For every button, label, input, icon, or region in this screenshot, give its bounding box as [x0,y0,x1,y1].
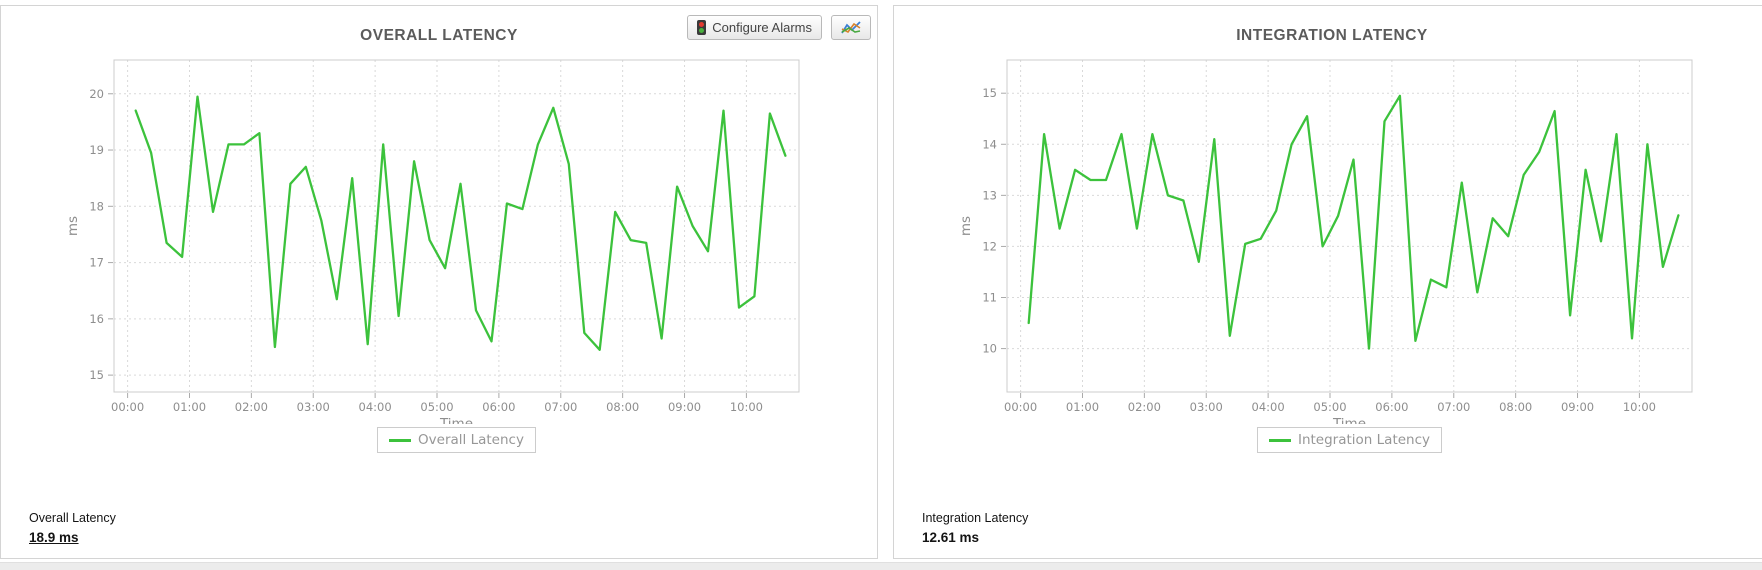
summary-integration-latency: Integration Latency 12.61 ms [922,511,1028,545]
svg-text:09:00: 09:00 [668,400,701,414]
area-chart-icon [841,21,861,34]
legend-line-swatch [1268,438,1291,442]
page-title-integration-latency: INTEGRATION LATENCY [1236,27,1428,44]
svg-text:15: 15 [982,86,997,100]
integration-latency-chart: 10 11 12 13 14 15 00:00 01:00 02:00 03:00 04:00 05:… [958,59,1693,424]
summary-label: Overall Latency [29,511,116,525]
svg-text:13: 13 [982,188,997,202]
svg-text:08:00: 08:00 [1499,400,1532,414]
legend-row: Overall Latency [114,427,799,453]
svg-text:14: 14 [982,137,997,151]
summary-value-link[interactable]: 12.61 ms [922,530,980,545]
legend-overall-latency: Overall Latency [377,427,536,453]
dashboard-row: Configure Alarms OVERALL LATENCY 15 16 17 1… [0,5,1762,559]
overall-latency-chart: 15 16 17 18 19 20 00:00 01:00 02:00 03:00 04:00 05:… [65,59,800,424]
integration-latency-panel: INTEGRATION LATENCY 10 11 12 13 14 15 00:00 01:… [893,5,1762,559]
svg-text:06:00: 06:00 [482,400,515,414]
svg-text:00:00: 00:00 [111,400,144,414]
traffic-light-icon [697,20,707,35]
configure-alarms-label: Configure Alarms [712,20,812,35]
svg-text:04:00: 04:00 [359,400,392,414]
svg-text:07:00: 07:00 [544,400,577,414]
configure-alarms-button[interactable]: Configure Alarms [687,15,822,40]
svg-text:12: 12 [982,239,997,253]
svg-text:08:00: 08:00 [606,400,639,414]
svg-text:02:00: 02:00 [1128,400,1161,414]
svg-text:18: 18 [89,199,104,213]
svg-text:17: 17 [89,256,104,270]
svg-text:04:00: 04:00 [1252,400,1285,414]
legend-label: Overall Latency [418,432,524,448]
svg-text:10:00: 10:00 [1623,400,1656,414]
page-title-overall-latency: OVERALL LATENCY [360,27,518,44]
summary-value-link[interactable]: 18.9 ms [29,530,79,545]
svg-text:Time: Time [439,416,473,424]
svg-text:16: 16 [89,312,104,326]
svg-text:02:00: 02:00 [235,400,268,414]
svg-text:10: 10 [982,342,997,356]
svg-text:ms: ms [65,216,81,236]
legend-label: Integration Latency [1297,432,1431,448]
legend-row: Integration Latency [1007,427,1692,453]
svg-text:05:00: 05:00 [420,400,453,414]
summary-overall-latency: Overall Latency 18.9 ms [29,511,116,545]
svg-text:19: 19 [89,143,104,157]
svg-text:ms: ms [958,216,974,236]
svg-text:10:00: 10:00 [730,400,763,414]
page-bottom-strip [0,562,1762,570]
svg-text:01:00: 01:00 [173,400,206,414]
svg-text:05:00: 05:00 [1313,400,1346,414]
svg-text:01:00: 01:00 [1066,400,1099,414]
svg-text:11: 11 [982,291,997,305]
svg-text:Time: Time [1332,416,1366,424]
legend-integration-latency: Integration Latency [1256,427,1443,453]
svg-text:03:00: 03:00 [1190,400,1223,414]
chart-type-button[interactable] [831,15,871,40]
svg-text:00:00: 00:00 [1004,400,1037,414]
svg-text:09:00: 09:00 [1561,400,1594,414]
svg-text:20: 20 [89,87,104,101]
svg-text:06:00: 06:00 [1375,400,1408,414]
summary-label: Integration Latency [922,511,1029,525]
svg-text:03:00: 03:00 [297,400,330,414]
svg-text:07:00: 07:00 [1437,400,1470,414]
legend-line-swatch [389,438,412,442]
panel-toolbar: Configure Alarms [687,15,871,40]
overall-latency-panel: Configure Alarms OVERALL LATENCY 15 16 17 1… [0,5,878,559]
svg-text:15: 15 [89,368,104,382]
